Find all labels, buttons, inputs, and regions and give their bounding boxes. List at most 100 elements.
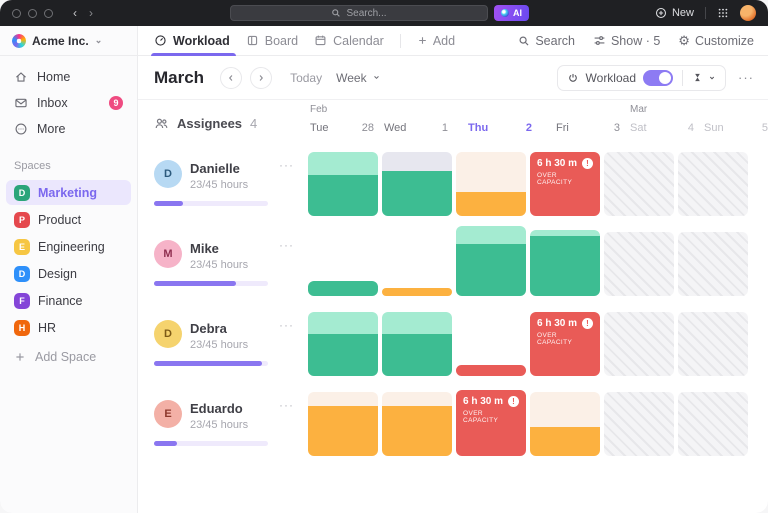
space-item-engineering[interactable]: E Engineering [6,234,131,259]
forward-icon[interactable]: › [89,6,93,20]
workload-cell[interactable] [530,392,600,456]
workload-cell[interactable] [382,392,452,456]
over-capacity-cell[interactable]: 6 h 30 m! OVER CAPACITY [530,152,600,216]
weekend-cell[interactable] [604,232,674,296]
workload-cell[interactable] [308,312,378,376]
action-label: Show · 5 [610,33,661,48]
spaces-list: D Marketing P Product E Engineering D Design F Fi… [0,180,137,340]
space-item-finance[interactable]: F Finance [6,288,131,313]
capacity-segment-cream [382,392,452,407]
apps-grid-icon[interactable] [717,7,729,19]
column-header-sat[interactable]: Mar Sat 4 [628,104,702,134]
more-options-button[interactable]: ··· [738,70,754,85]
user-avatar[interactable] [740,5,756,21]
assignee-info: Debra 23/45 hours [190,320,248,351]
workload-toggle[interactable] [643,69,673,86]
capacity-segment-green [308,281,378,296]
assignees-header[interactable]: Assignees 4 [154,116,257,131]
weekend-cell[interactable] [678,232,748,296]
column-header-thu[interactable]: Thu 2 [466,104,540,134]
row-more-button[interactable]: ··· [279,238,294,252]
capacity-progress-fill [154,361,263,366]
column-date-label: 2 [525,122,532,134]
add-space-button[interactable]: Add Space [0,344,137,370]
weekend-cell[interactable] [678,312,748,376]
show-5-button[interactable]: Show · 5 [593,34,660,48]
workload-cell[interactable] [382,232,452,296]
add-view-label: Add [432,33,456,48]
assignee-hours: 23/45 hours [190,179,249,191]
column-day-label: Thu [468,122,489,134]
workload-cell[interactable] [308,232,378,296]
sidebar-item-home[interactable]: Home [0,64,137,90]
tab-board[interactable]: Board [246,26,298,56]
weekend-cell[interactable] [678,392,748,456]
close-window-icon[interactable] [12,8,21,18]
today-button[interactable]: Today [290,70,323,85]
add-space-label: Add Space [35,350,97,364]
next-week-button[interactable] [250,66,273,89]
sidebar-item-label: Home [37,70,71,84]
window-controls[interactable] [12,8,53,18]
chevron-down-icon [372,73,381,82]
weekend-cell[interactable] [604,392,674,456]
views-divider [399,33,401,48]
workload-cell[interactable] [382,312,452,376]
back-icon[interactable]: ‹ [73,6,77,20]
sidebar-item-inbox[interactable]: Inbox 9 [0,90,137,116]
customize-button[interactable]: ⚙ Customize [678,34,754,48]
workload-cell[interactable] [456,226,526,296]
ai-button[interactable]: AI [494,5,529,21]
minimize-window-icon[interactable] [28,8,37,18]
workload-cell[interactable] [456,312,526,376]
maximize-window-icon[interactable] [44,8,53,18]
workspace-switcher[interactable]: Acme Inc. ⌄ [0,26,137,56]
sidebar-item-label: More [37,122,66,136]
workload-cell[interactable] [382,152,452,216]
time-estimate-select[interactable] [692,72,716,83]
column-header-wed[interactable]: Wed 1 [382,104,456,134]
weekend-cell[interactable] [604,152,674,216]
weekend-cell[interactable] [604,312,674,376]
space-item-design[interactable]: D Design [6,261,131,286]
search-button[interactable]: Search [518,34,575,48]
sidebar-item-more[interactable]: More [0,116,137,142]
prev-week-button[interactable] [220,66,243,89]
over-capacity-cell[interactable]: 6 h 30 m! OVER CAPACITY [530,312,600,376]
weekend-cell[interactable] [678,152,748,216]
column-date-label: 3 [613,122,620,134]
capacity-segment-mint [382,312,452,335]
people-icon [154,116,169,131]
tab-workload[interactable]: Workload [151,26,236,56]
column-date-label: 4 [687,122,694,134]
workload-cell[interactable] [308,392,378,456]
column-month-label: Mar [630,104,648,115]
row-more-button[interactable]: ··· [279,158,294,172]
capacity-segment-green [530,235,600,296]
search-icon [331,8,341,18]
column-header-tue[interactable]: Feb Tue 28 [308,104,382,134]
range-select[interactable]: Week [336,71,380,85]
avatar: E [154,400,182,428]
capacity-segment-graycap [382,152,452,172]
workload-cell[interactable] [530,230,600,296]
over-capacity-cell[interactable]: 6 h 30 m! OVER CAPACITY [456,390,526,456]
add-view-button[interactable]: Add [417,34,455,48]
workload-cell[interactable] [308,152,378,216]
capacity-segment-mint [530,230,600,236]
views-toolbar: Workload Board Calendar Add Search Show · 5… [138,26,768,56]
over-capacity-time: 6 h 30 m! [463,396,519,407]
column-header-fri[interactable]: Fri 3 [554,104,628,134]
over-capacity-hours: 6 h 30 m [463,396,504,407]
new-button[interactable]: New [655,7,694,19]
space-item-hr[interactable]: H HR [6,315,131,340]
workload-cell[interactable] [456,152,526,216]
row-more-button[interactable]: ··· [279,318,294,332]
column-header-sun[interactable]: Sun 5 [702,104,768,134]
global-search-input[interactable]: Search... [230,5,488,21]
tab-calendar[interactable]: Calendar [314,26,384,56]
space-item-product[interactable]: P Product [6,207,131,232]
space-item-marketing[interactable]: D Marketing [6,180,131,205]
row-more-button[interactable]: ··· [279,398,294,412]
capacity-segment-orange [382,406,452,456]
